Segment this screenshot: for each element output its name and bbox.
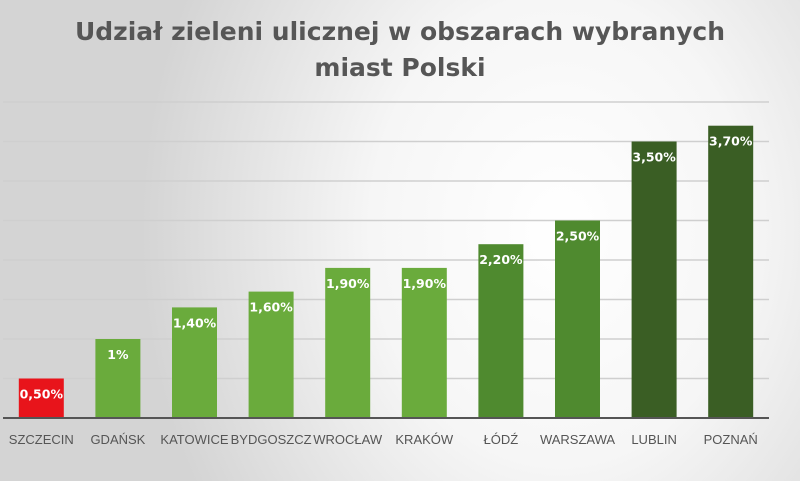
data-label: 1,90% (326, 276, 370, 291)
data-label: 1,90% (403, 276, 447, 291)
x-tick-label: BYDGOSZCZ (231, 432, 312, 447)
bar-8 (631, 141, 677, 418)
bar-7 (555, 220, 600, 418)
bar-9 (708, 125, 754, 418)
bar-0 (18, 378, 64, 418)
x-tick-label: ŁÓDŹ (484, 432, 519, 447)
x-tick-label: POZNAŃ (704, 432, 758, 447)
bar-5 (401, 267, 447, 418)
title-line-2: miast Polski (314, 53, 486, 82)
data-label: 2,20% (479, 252, 523, 267)
data-label: 1,60% (249, 300, 293, 315)
bar-2 (172, 307, 217, 418)
data-label: 3,50% (632, 150, 676, 165)
x-tick-label: KRAKÓW (395, 432, 454, 447)
x-tick-label: KATOWICE (160, 432, 228, 447)
x-tick-label: LUBLIN (631, 432, 677, 447)
bar-6 (478, 244, 524, 418)
data-label: 2,50% (556, 229, 600, 244)
x-tick-label: GDAŃSK (90, 432, 145, 447)
data-label: 1,40% (173, 315, 217, 330)
bar-4 (325, 267, 371, 418)
bar-1 (95, 339, 141, 418)
data-label: 1% (107, 347, 129, 362)
chart-title: Udział zieleni ulicznej w obszarach wybr… (0, 14, 800, 86)
data-label: 3,70% (709, 134, 753, 149)
x-tick-label: WROCŁAW (313, 432, 383, 447)
x-tick-label: SZCZECIN (9, 432, 74, 447)
data-label: 0,50% (20, 387, 64, 402)
title-line-1: Udział zieleni ulicznej w obszarach wybr… (74, 17, 726, 46)
x-tick-label: WARSZAWA (540, 432, 615, 447)
bar-3 (248, 291, 294, 418)
